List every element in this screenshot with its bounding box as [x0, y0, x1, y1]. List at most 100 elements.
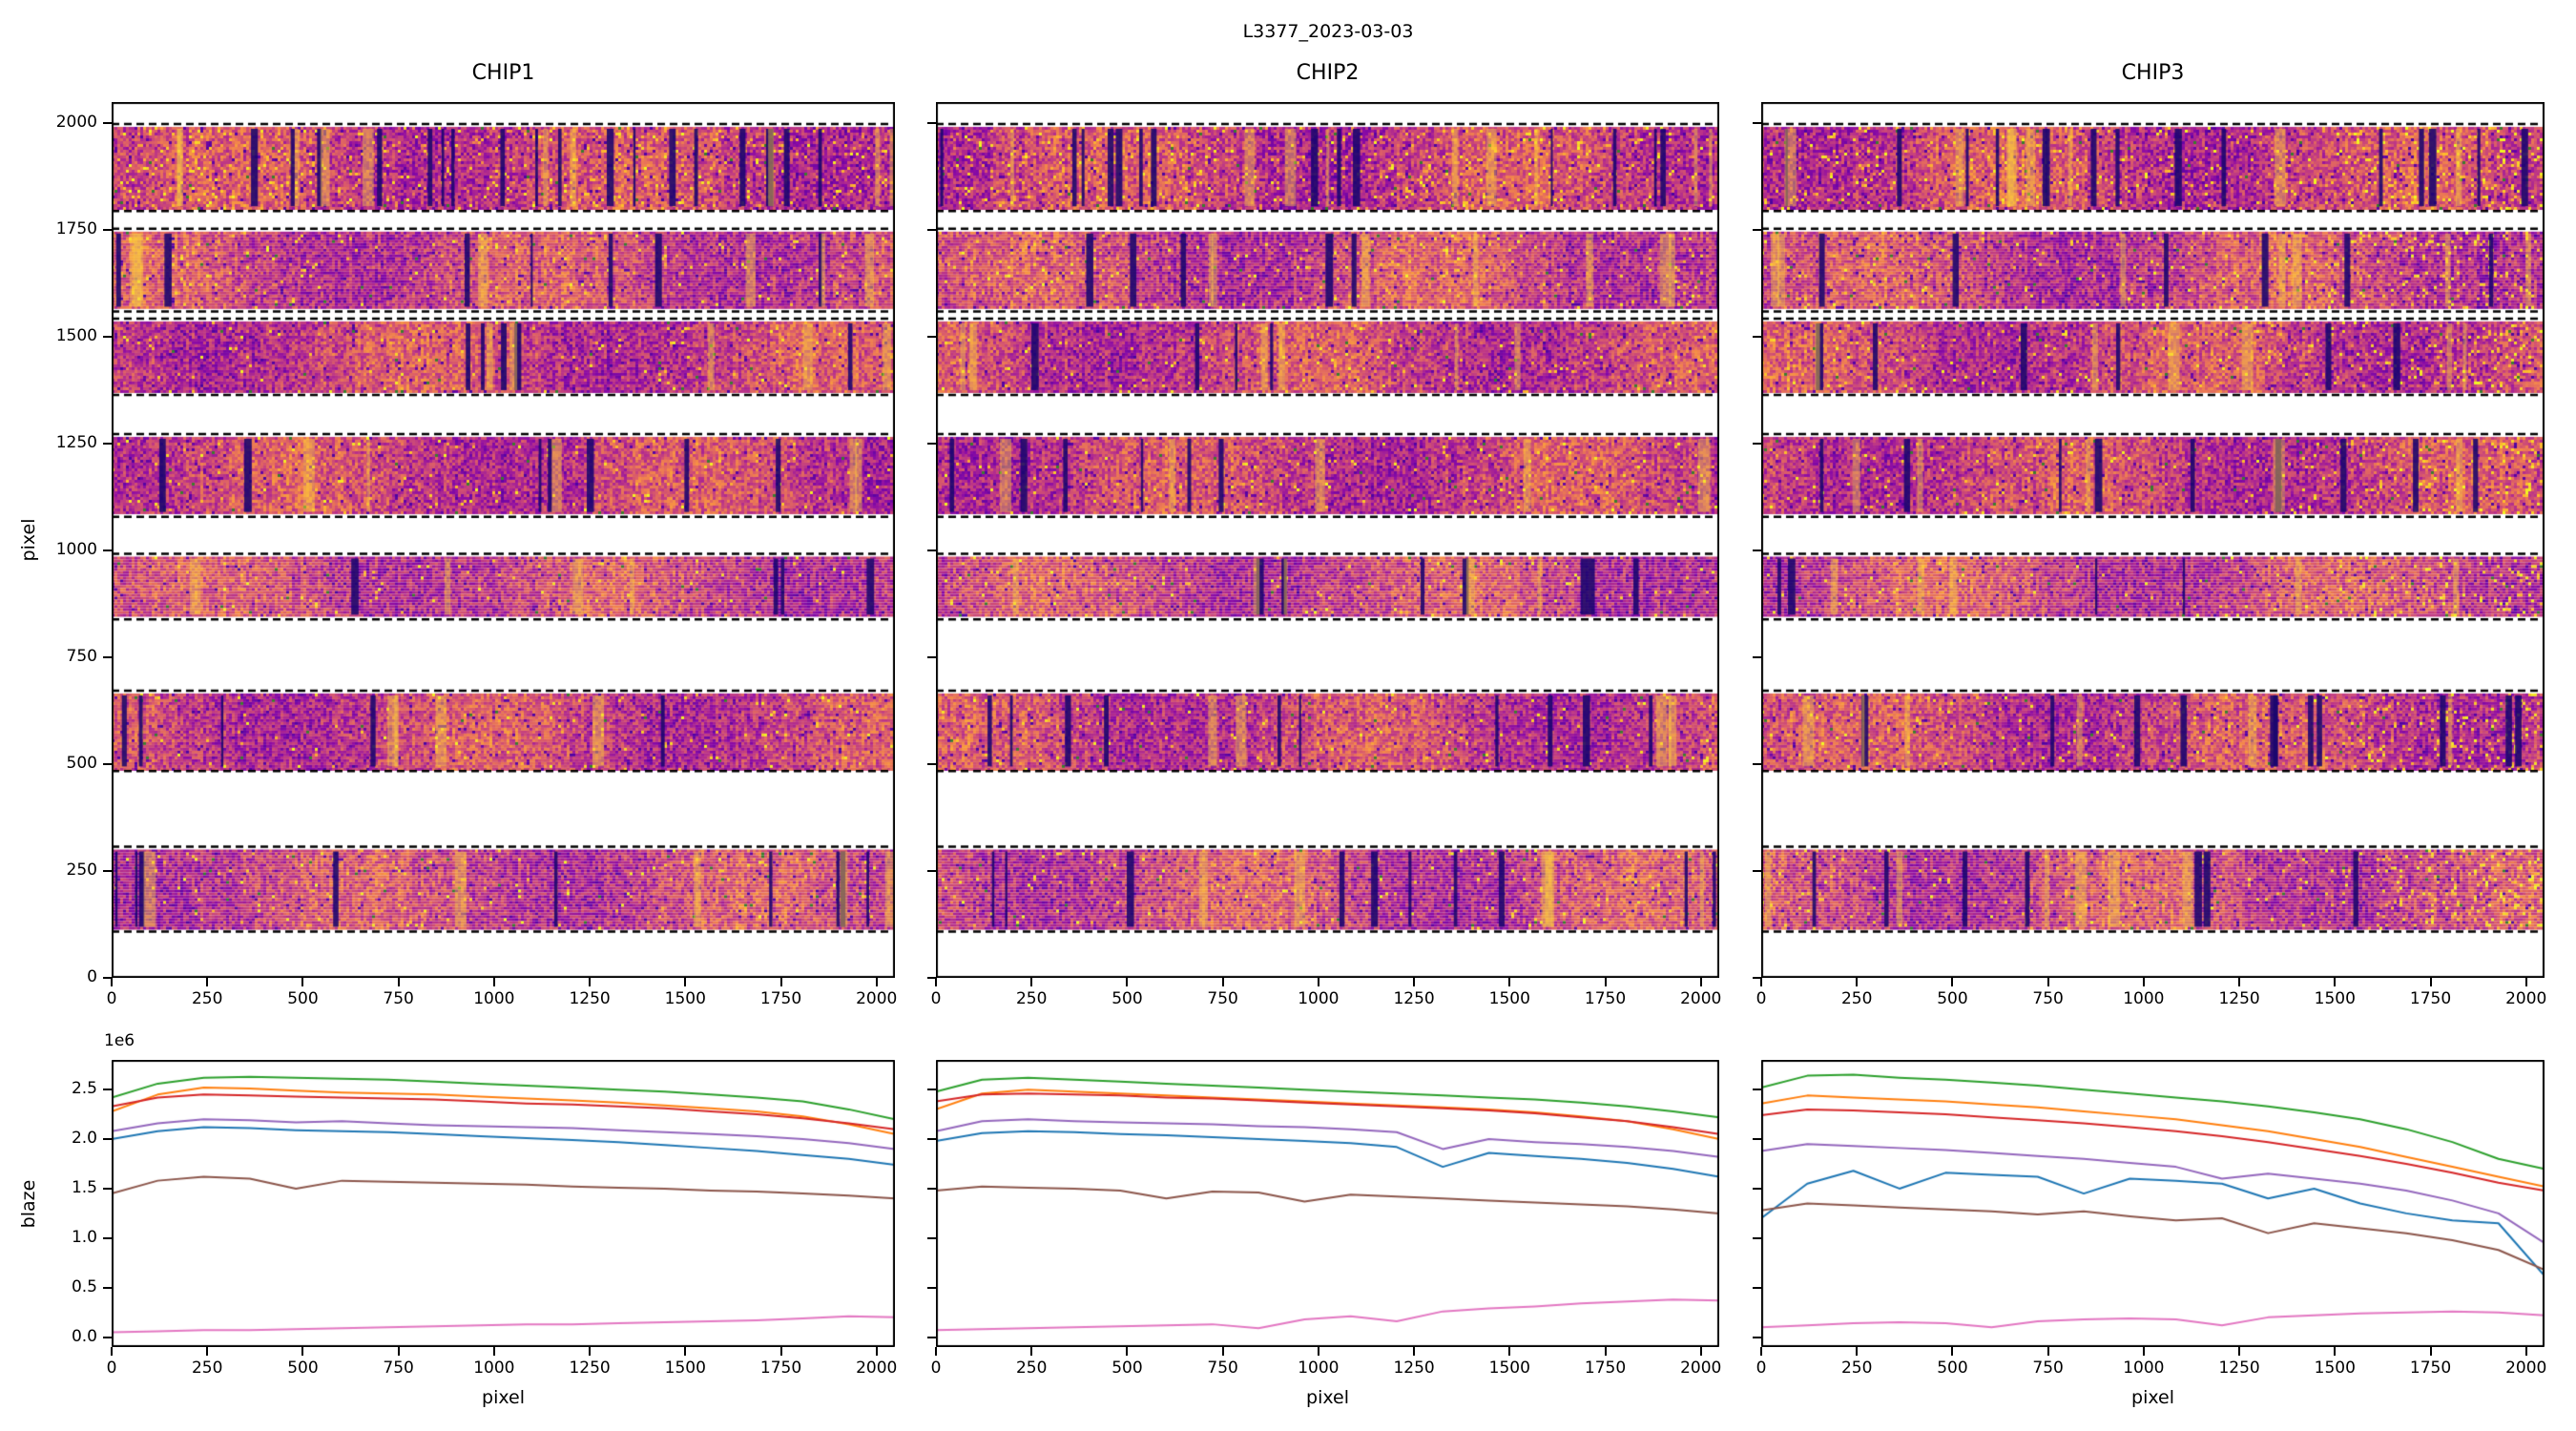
x-axis-label-chip3: pixel — [2131, 1387, 2174, 1408]
x-tick-mark — [1221, 1347, 1224, 1356]
y-tick-mark — [103, 1236, 112, 1239]
x-tick-label: 1000 — [2123, 1358, 2165, 1378]
y-tick-mark — [927, 442, 936, 445]
x-tick-mark — [1317, 978, 1319, 986]
y-tick-mark — [927, 977, 936, 979]
x-tick-label: 0 — [1755, 1358, 1767, 1378]
orders-image-chip1 — [112, 102, 895, 978]
x-tick-mark — [111, 978, 113, 986]
x-tick-mark — [2238, 1347, 2241, 1356]
x-tick-mark — [684, 1347, 687, 1356]
x-tick-label: 1750 — [759, 1358, 802, 1378]
x-tick-mark — [589, 978, 592, 986]
y-tick-label: 1000 — [55, 539, 97, 559]
y-tick-mark — [1753, 1187, 1761, 1190]
x-tick-mark — [1508, 978, 1511, 986]
x-tick-mark — [2334, 1347, 2337, 1356]
x-tick-mark — [2429, 1347, 2432, 1356]
orders-image-chip2 — [936, 102, 1719, 978]
y-tick-label: 1.5 — [71, 1177, 97, 1197]
x-tick-label: 250 — [1840, 1358, 1873, 1378]
x-tick-mark — [1760, 1347, 1762, 1356]
y-tick-mark — [103, 977, 112, 979]
y-tick-mark — [1753, 869, 1761, 872]
x-tick-label: 1750 — [1584, 989, 1627, 1008]
x-tick-mark — [2524, 1347, 2527, 1356]
y-tick-label: 1500 — [55, 325, 97, 345]
y-tick-mark — [1753, 1138, 1761, 1141]
x-tick-label: 2000 — [856, 1358, 898, 1378]
x-tick-mark — [1413, 978, 1416, 986]
y-tick-label: 1750 — [55, 218, 97, 238]
x-tick-mark — [1951, 978, 1954, 986]
x-tick-label: 1750 — [2409, 1358, 2452, 1378]
blaze-plot-chip3 — [1761, 1060, 2545, 1347]
x-tick-label: 250 — [1015, 1358, 1048, 1378]
y-tick-label: 2000 — [55, 112, 97, 132]
x-tick-label: 2000 — [1680, 1358, 1722, 1378]
x-tick-label: 1250 — [569, 989, 611, 1008]
y-tick-mark — [1753, 228, 1761, 231]
x-tick-label: 1500 — [664, 989, 706, 1008]
y-axis-label-pixel: pixel — [18, 518, 39, 562]
y-tick-mark — [103, 1138, 112, 1141]
x-tick-mark — [1604, 1347, 1607, 1356]
x-tick-label: 0 — [930, 989, 942, 1008]
x-tick-label: 1250 — [2218, 989, 2260, 1008]
y-tick-mark — [1753, 1089, 1761, 1091]
x-tick-mark — [1856, 978, 1859, 986]
x-tick-label: 750 — [2032, 989, 2064, 1008]
y-tick-mark — [927, 869, 936, 872]
x-tick-mark — [684, 978, 687, 986]
x-tick-mark — [301, 1347, 304, 1356]
x-axis-label-chip1: pixel — [482, 1387, 525, 1408]
x-tick-mark — [206, 978, 209, 986]
x-tick-mark — [935, 1347, 937, 1356]
orders-image-chip3 — [1761, 102, 2545, 978]
y-tick-mark — [927, 1236, 936, 1239]
x-tick-mark — [2046, 978, 2049, 986]
x-tick-label: 1500 — [2314, 989, 2356, 1008]
x-tick-mark — [1699, 978, 1702, 986]
x-tick-mark — [589, 1347, 592, 1356]
y-tick-mark — [103, 762, 112, 765]
x-tick-mark — [1317, 1347, 1319, 1356]
y-tick-mark — [927, 1187, 936, 1190]
x-tick-mark — [2524, 978, 2527, 986]
y-tick-mark — [927, 121, 936, 124]
x-tick-label: 2000 — [2505, 989, 2547, 1008]
x-tick-mark — [1413, 1347, 1416, 1356]
x-tick-mark — [2334, 978, 2337, 986]
y-tick-label: 250 — [66, 860, 97, 880]
y-tick-label: 1.0 — [71, 1227, 97, 1247]
panel-title-chip2: CHIP2 — [1296, 61, 1360, 85]
x-tick-label: 2000 — [1680, 989, 1722, 1008]
x-tick-mark — [1699, 1347, 1702, 1356]
blaze-plot-chip2 — [936, 1060, 1719, 1347]
y-tick-label: 1250 — [55, 432, 97, 452]
x-tick-label: 2000 — [2505, 1358, 2547, 1378]
x-tick-label: 750 — [1207, 1358, 1238, 1378]
y-tick-mark — [1753, 121, 1761, 124]
y-tick-label: 500 — [66, 753, 97, 773]
x-tick-label: 1750 — [759, 989, 802, 1008]
y-tick-mark — [1753, 1286, 1761, 1289]
x-tick-label: 1000 — [1298, 1358, 1340, 1378]
x-tick-label: 250 — [1840, 989, 1873, 1008]
y-tick-mark — [1753, 549, 1761, 551]
y-tick-mark — [1753, 1336, 1761, 1338]
x-tick-label: 1500 — [1488, 1358, 1530, 1378]
x-tick-label: 1250 — [1393, 989, 1435, 1008]
x-tick-label: 500 — [287, 1358, 319, 1378]
y-tick-mark — [927, 549, 936, 551]
y-axis-label-blaze: blaze — [18, 1179, 39, 1228]
y-tick-mark — [927, 655, 936, 658]
y-tick-mark — [1753, 1236, 1761, 1239]
x-tick-label: 0 — [1755, 989, 1767, 1008]
y-tick-mark — [927, 1286, 936, 1289]
x-tick-mark — [1508, 1347, 1511, 1356]
panel-title-chip1: CHIP1 — [471, 61, 535, 85]
x-tick-mark — [779, 1347, 782, 1356]
y-tick-label: 750 — [66, 646, 97, 666]
x-tick-label: 750 — [2032, 1358, 2064, 1378]
